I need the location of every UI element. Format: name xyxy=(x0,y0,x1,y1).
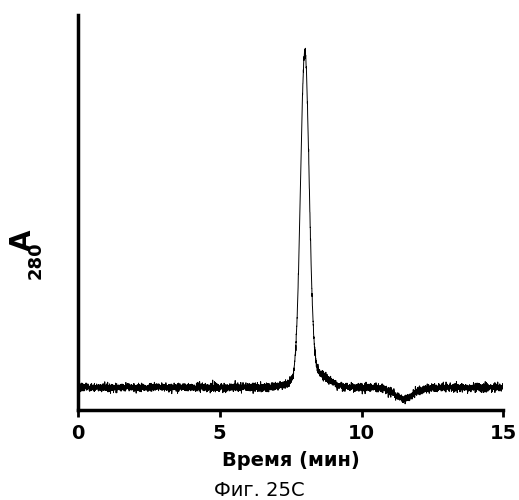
X-axis label: Время (мин): Время (мин) xyxy=(222,451,360,470)
Text: Фиг. 25С: Фиг. 25С xyxy=(214,480,305,500)
Text: 280: 280 xyxy=(26,241,44,279)
Text: A: A xyxy=(9,229,37,251)
